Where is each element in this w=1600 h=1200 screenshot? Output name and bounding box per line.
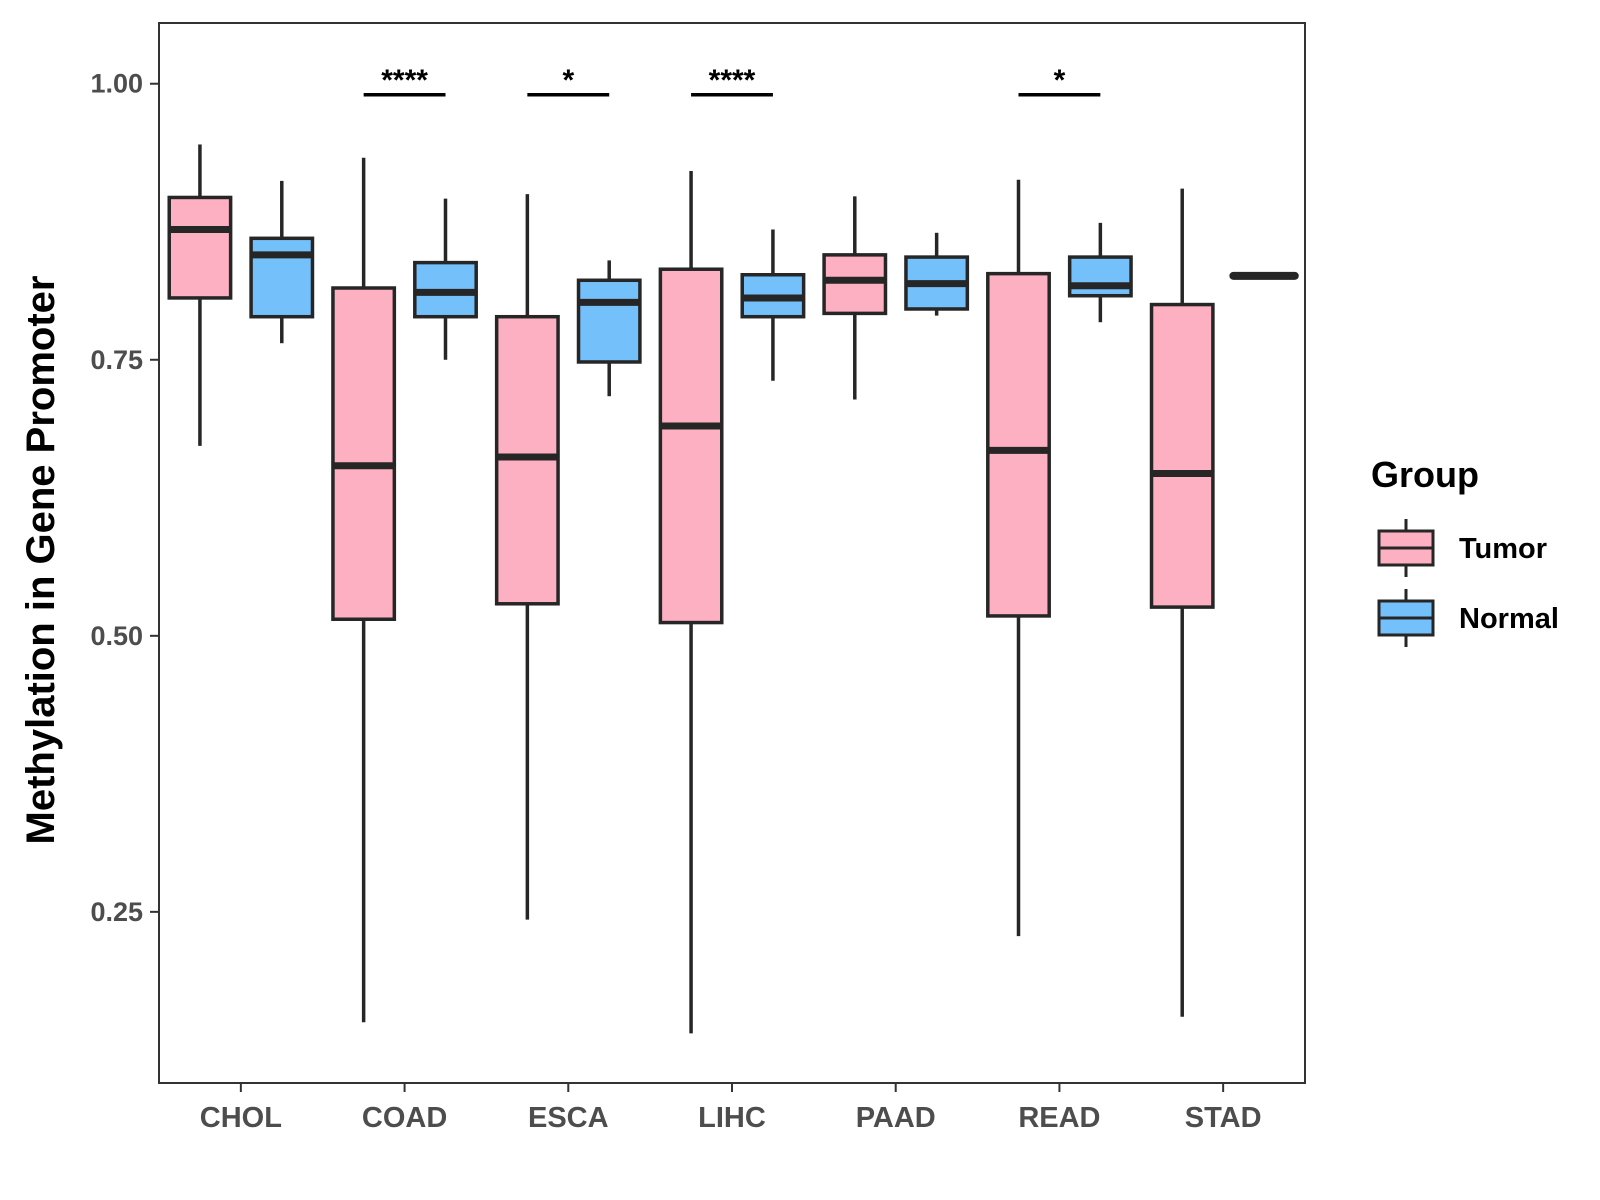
legend-entries: Tumor Normal xyxy=(1377,519,1559,647)
box-tumor-read xyxy=(986,179,1051,937)
significance-label: * xyxy=(1054,64,1066,97)
legend-label: Normal xyxy=(1459,603,1559,635)
box-normal-lihc xyxy=(740,229,806,381)
legend-title: Group xyxy=(1371,454,1479,495)
box-normal-chol xyxy=(249,180,315,344)
legend-label: Tumor xyxy=(1459,533,1547,565)
box-body xyxy=(1067,255,1133,298)
box-body xyxy=(822,253,888,316)
legend-entry-tumor: Tumor xyxy=(1377,519,1547,577)
box-tumor-chol xyxy=(167,144,233,446)
box-tumor-stad xyxy=(1149,188,1215,1017)
box-tumor-lihc xyxy=(658,170,724,1034)
box-tumor-coad xyxy=(331,157,397,1023)
box-body xyxy=(331,286,397,621)
series-normal xyxy=(249,180,1299,397)
legend: Group Tumor Normal xyxy=(1371,454,1559,647)
y-tick-label: 0.25 xyxy=(90,897,143,927)
box-normal-read xyxy=(1067,222,1133,323)
y-tick-label: 1.00 xyxy=(90,69,143,99)
y-axis: 0.25 0.50 0.75 1.00 xyxy=(90,69,159,927)
box-body xyxy=(576,278,642,364)
box-normal-esca xyxy=(576,260,642,397)
significance-annotations: **** * **** * xyxy=(363,64,1101,97)
box-tumor-paad xyxy=(822,196,888,400)
significance-label: **** xyxy=(709,64,756,97)
box-body xyxy=(658,267,724,625)
series-tumor xyxy=(167,144,1215,1034)
x-tick-label: STAD xyxy=(1185,1102,1262,1134)
x-tick-label: ESCA xyxy=(528,1102,609,1134)
legend-entry-normal: Normal xyxy=(1377,589,1559,647)
x-tick-label: LIHC xyxy=(698,1102,766,1134)
y-tick-label: 0.75 xyxy=(90,345,143,375)
box-body xyxy=(986,271,1051,618)
x-tick-label: PAAD xyxy=(856,1102,936,1134)
x-tick-label: CHOL xyxy=(200,1102,282,1134)
box-body xyxy=(167,195,233,300)
x-tick-label: COAD xyxy=(362,1102,447,1134)
significance-label: **** xyxy=(381,64,428,97)
box-tumor-esca xyxy=(494,194,560,920)
y-axis-title: Methylation in Gene Promoter xyxy=(19,276,63,845)
box-normal-paad xyxy=(904,232,970,316)
x-tick-label: READ xyxy=(1018,1102,1100,1134)
box-body xyxy=(1149,302,1215,609)
box-body xyxy=(249,236,315,319)
box-normal-coad xyxy=(413,198,478,360)
plot-area: **** * **** * xyxy=(167,64,1299,1034)
x-axis: CHOL COAD ESCA LIHC PAAD READ STAD xyxy=(200,1083,1262,1134)
significance-label: * xyxy=(562,64,574,97)
y-tick-label: 0.50 xyxy=(90,621,143,651)
